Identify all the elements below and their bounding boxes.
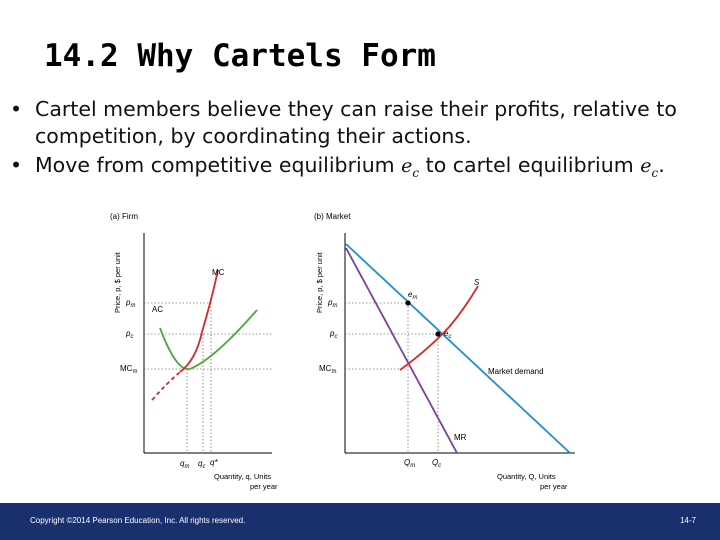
bullet-text: Move from competitive equilibrium bbox=[35, 153, 402, 177]
math-ec: ec bbox=[640, 155, 659, 180]
panel-b-label: (b) Market bbox=[314, 212, 351, 221]
panel-b-ylabel: Price, p, $ per unit bbox=[315, 251, 324, 313]
bullet-text: to cartel equilibrium bbox=[419, 153, 641, 177]
market-demand-line bbox=[345, 243, 571, 454]
cartel-figure: (a) Firm Price, p, $ per unit MC AC pm p… bbox=[100, 208, 600, 498]
panel-a-label: (a) Firm bbox=[110, 212, 138, 221]
mr-label: MR bbox=[454, 433, 467, 442]
em-point bbox=[405, 300, 411, 306]
svg-text:Qc: Qc bbox=[432, 458, 441, 469]
svg-text:Qm: Qm bbox=[404, 458, 415, 469]
demand-label: Market demand bbox=[488, 367, 544, 376]
svg-text:pm: pm bbox=[327, 298, 337, 309]
footer-bar: Copyright ©2014 Pearson Education, Inc. … bbox=[0, 503, 720, 540]
ac-label: AC bbox=[152, 305, 163, 314]
svg-text:MCm: MCm bbox=[120, 364, 137, 375]
svg-text:ec: ec bbox=[444, 329, 451, 340]
svg-text:MCm: MCm bbox=[319, 364, 336, 375]
mc-curve-dashed bbox=[151, 371, 181, 401]
svg-text:pc: pc bbox=[329, 329, 337, 340]
svg-text:pm: pm bbox=[125, 298, 135, 309]
panel-a-xlabel-1: Quantity, q, Units bbox=[214, 472, 271, 481]
svg-text:qc: qc bbox=[198, 459, 205, 470]
mc-curve bbox=[179, 269, 219, 373]
ac-curve bbox=[159, 309, 258, 371]
panel-a: (a) Firm Price, p, $ per unit MC AC pm p… bbox=[110, 212, 278, 491]
bullet-dot: • bbox=[10, 97, 23, 121]
s-label: S bbox=[474, 278, 480, 287]
svg-text:qm: qm bbox=[180, 459, 189, 470]
svg-text:em: em bbox=[408, 290, 417, 301]
panel-a-xlabel-2: per year bbox=[250, 482, 278, 491]
bullet-list: • Cartel members believe they can raise … bbox=[10, 96, 710, 187]
bullet-dot: • bbox=[10, 153, 23, 177]
mr-line bbox=[345, 247, 458, 454]
ec-point bbox=[435, 331, 441, 337]
mc-label: MC bbox=[212, 268, 225, 277]
math-ec: ec bbox=[401, 155, 420, 180]
panel-b: (b) Market Price, p, $ per unit S em ec bbox=[314, 212, 575, 491]
supply-curve bbox=[399, 285, 479, 371]
svg-text:q*: q* bbox=[210, 458, 218, 467]
panel-b-xlabel-2: per year bbox=[540, 482, 568, 491]
bullet-text: Cartel members believe they can raise th… bbox=[35, 97, 677, 148]
copyright-text: Copyright ©2014 Pearson Education, Inc. … bbox=[30, 516, 246, 525]
slide-title: 14.2 Why Cartels Form bbox=[44, 38, 436, 74]
panel-b-xlabel-1: Quantity, Q, Units bbox=[497, 472, 556, 481]
svg-text:pc: pc bbox=[125, 329, 133, 340]
panel-a-ylabel: Price, p, $ per unit bbox=[113, 251, 122, 313]
bullet-item: • Cartel members believe they can raise … bbox=[10, 96, 710, 150]
page-number: 14-7 bbox=[679, 516, 696, 525]
bullet-item: • Move from competitive equilibrium ec t… bbox=[10, 153, 665, 180]
